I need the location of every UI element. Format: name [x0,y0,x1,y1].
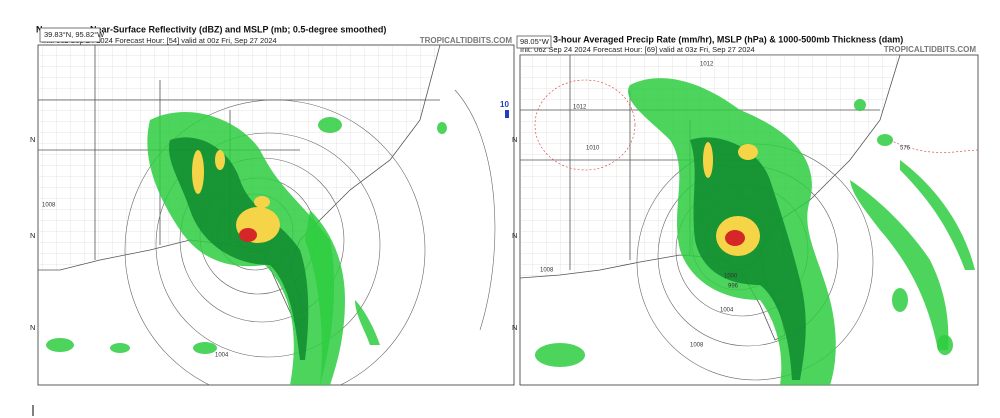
panel-title: Near-Surface Reflectivity (dBZ) and MSLP… [90,24,386,34]
tooltip: 98.05°W [520,37,550,46]
isobar-label: 1008 [540,268,554,274]
lat-label: N [512,231,517,240]
isobar-label: 1000 [724,274,738,280]
reflectivity [46,111,447,385]
map: 1012 1010 1012 1008 1000 996 1004 1008 5… [520,54,978,385]
isobar-label: 1010 [586,146,600,152]
title-prefix: N [36,24,43,34]
thickness-label: 576 [900,146,911,152]
panel-title: 3-hour Averaged Precip Rate (mm/hr), MSL… [553,34,903,44]
isobar-label: 996 [728,284,739,290]
lat-label: N [30,231,35,240]
state-borders [520,55,880,270]
isobar-label: 1008 [690,343,704,349]
tooltip: 39.83°N, 95.82°W [44,30,105,39]
lat-label: N [30,323,35,332]
tooltip-box [516,35,552,49]
isobar-label: 1008 [42,203,56,209]
precip [535,78,975,385]
watermark: TROPICALTIDBITS.COM [420,36,513,45]
panel-subtitle: Init: 06z Sep 24 2024 Forecast Hour: [54… [42,36,277,45]
edge-marker [505,110,509,118]
isobar-label: 1004 [215,353,229,359]
left-panel: N Near-Surface Reflectivity (dBZ) and MS… [30,24,515,386]
lat-label: N [512,323,517,332]
watermark: TROPICALTIDBITS.COM [884,45,977,54]
edge-label: 10 [500,100,509,109]
right-panel: 3-hour Averaged Precip Rate (mm/hr), MSL… [512,34,979,386]
isobar-label: 1004 [720,308,734,314]
lat-label: N [30,135,35,144]
lat-label: N [512,135,517,144]
tooltip-box [39,27,101,43]
isobar-label: 1012 [700,62,714,68]
map: 1004 1008 [38,45,496,385]
isobar-label: 1012 [573,105,587,111]
panel-subtitle: Init: 06z Sep 24 2024 Forecast Hour: [69… [520,45,755,54]
